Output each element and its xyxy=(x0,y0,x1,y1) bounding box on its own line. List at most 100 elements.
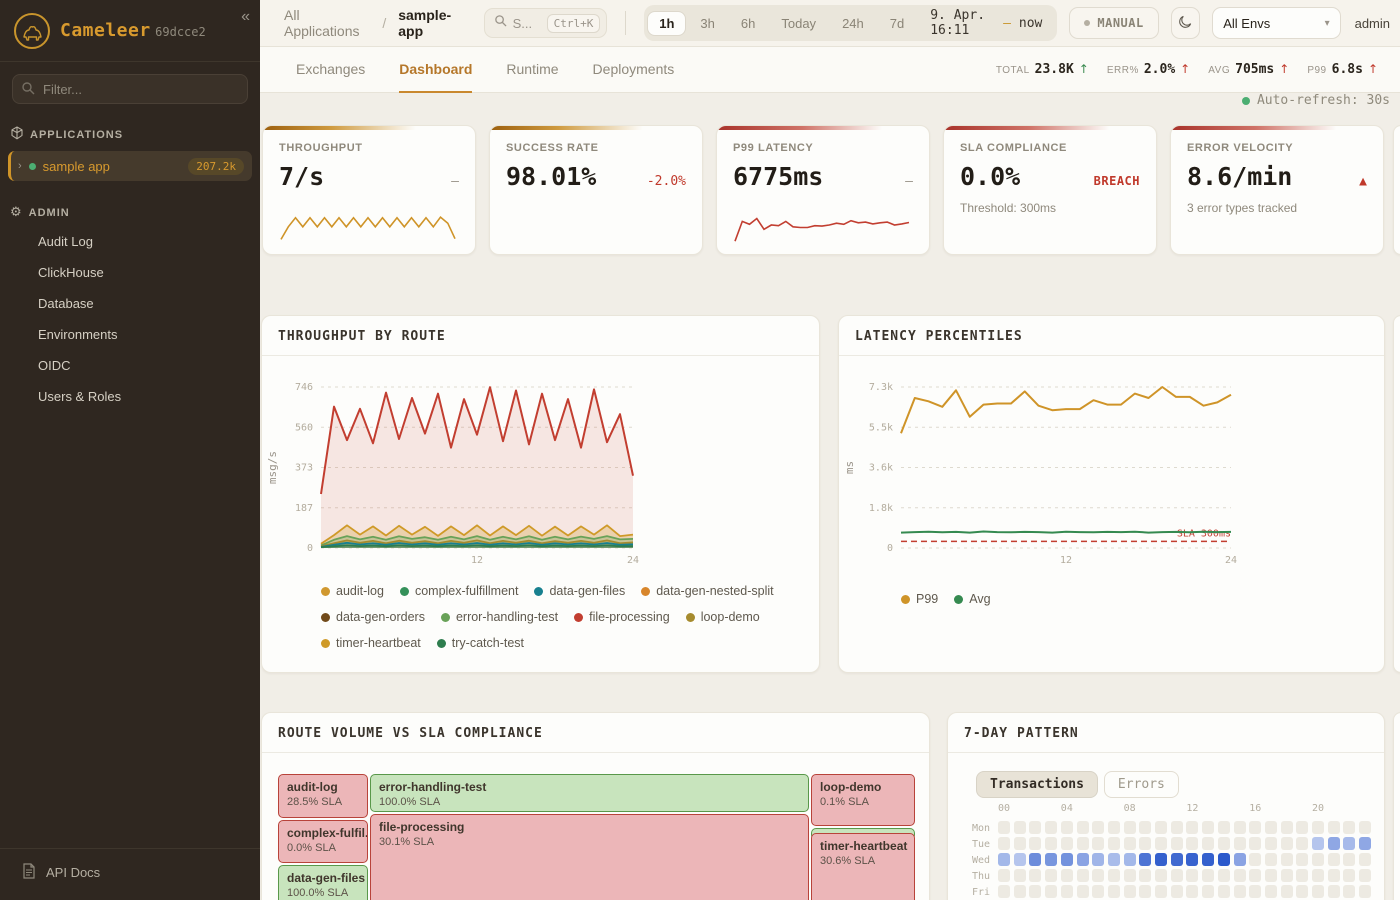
manual-refresh-button[interactable]: MANUAL xyxy=(1069,7,1159,39)
kpi-value: 8.6/min xyxy=(1187,162,1293,191)
time-range-7d[interactable]: 7d xyxy=(878,11,916,36)
sidebar-item-sample-app[interactable]: › sample app 207.2k xyxy=(8,151,252,181)
user-menu[interactable]: admin xyxy=(1354,15,1391,31)
heatmap-cell xyxy=(998,869,1010,882)
tab-dashboard[interactable]: Dashboard xyxy=(399,47,473,93)
kpi-title: SLA COMPLIANCE xyxy=(960,142,1067,154)
legend-item-p99[interactable]: P99 xyxy=(901,592,938,606)
legend-item-file-processing[interactable]: file-processing xyxy=(574,610,670,624)
treemap-cell-loop-demo[interactable]: loop-demo 0.1% SLA xyxy=(811,774,915,826)
legend-item-timer-heartbeat[interactable]: timer-heartbeat xyxy=(321,636,421,650)
stat-errpct: ERR% 2.0% ↑ xyxy=(1107,62,1190,77)
heatmap-hour-label: 20 xyxy=(1312,803,1325,814)
legend-item-data-gen-nested-split[interactable]: data-gen-nested-split xyxy=(641,584,774,598)
heatmap-day-label: Thu xyxy=(971,871,990,882)
legend-dot-icon xyxy=(440,612,450,622)
time-range-24h[interactable]: 24h xyxy=(830,11,876,36)
kpi-title: P99 LATENCY xyxy=(733,142,814,154)
tab-exchanges[interactable]: Exchanges xyxy=(296,60,366,77)
legend-label: error-handling-test xyxy=(455,610,559,624)
heatmap-day-label: Tue xyxy=(971,839,990,850)
legend-item-data-gen-orders[interactable]: data-gen-orders xyxy=(321,610,425,624)
legend-item-loop-demo[interactable]: loop-demo xyxy=(685,610,760,624)
date-range-display[interactable]: 9. Apr. 16:11 – now xyxy=(918,8,1054,38)
app-count-badge: 207.2k xyxy=(188,157,244,175)
heatmap-cell xyxy=(998,885,1010,898)
stat-label: TOTAL xyxy=(995,65,1030,76)
treemap-cell-sla: 100.0% SLA xyxy=(379,796,441,808)
heatmap-cell xyxy=(1202,869,1215,882)
heatmap-cell xyxy=(1264,869,1277,882)
stat-label: AVG xyxy=(1208,65,1231,76)
heatmap-toggle-errors[interactable]: Errors xyxy=(1103,771,1179,798)
time-range-3h[interactable]: 3h xyxy=(688,11,726,36)
tab-runtime[interactable]: Runtime xyxy=(506,60,559,77)
app-name: sample app xyxy=(42,158,110,174)
sidebar-item-api-docs[interactable]: API Docs xyxy=(0,848,260,900)
env-select[interactable]: All Envs ▾ xyxy=(1212,7,1341,39)
tab-deployments[interactable]: Deployments xyxy=(592,60,675,77)
kpi-trend: – xyxy=(905,174,913,189)
legend-item-audit-log[interactable]: audit-log xyxy=(321,584,384,598)
panel-overflow-sliver xyxy=(1393,712,1400,900)
treemap-cell-file-processing[interactable]: file-processing 30.1% SLA xyxy=(370,814,809,900)
time-range-6h[interactable]: 6h xyxy=(729,11,767,36)
heatmap-cell xyxy=(1139,853,1152,866)
search-input[interactable] xyxy=(512,15,541,31)
heatmap-cell xyxy=(1076,837,1089,850)
treemap-cell-error-handling-test[interactable]: error-handling-test 100.0% SLA xyxy=(370,774,809,812)
sidebar-collapse-button[interactable]: « xyxy=(241,8,250,25)
sidebar-item-clickhouse[interactable]: ClickHouse xyxy=(38,265,104,280)
legend-item-data-gen-files[interactable]: data-gen-files xyxy=(534,584,625,598)
heatmap-cell xyxy=(1029,885,1042,898)
heatmap-cell xyxy=(1327,869,1340,882)
svg-text:746: 746 xyxy=(295,382,313,393)
legend-dot-icon xyxy=(954,594,964,604)
svg-text:msg/s: msg/s xyxy=(266,451,279,484)
heatmap-cell xyxy=(1217,869,1230,882)
sidebar-filter xyxy=(12,74,248,104)
treemap-cell-complex-fulfil-[interactable]: complex-fulfil... 0.0% SLA xyxy=(278,820,368,863)
time-range-today[interactable]: Today xyxy=(769,11,828,36)
legend-item-error-handling-test[interactable]: error-handling-test xyxy=(440,610,559,624)
legend-dot-icon xyxy=(399,586,409,596)
treemap-cell-name: data-gen-files xyxy=(287,871,366,885)
legend-item-avg[interactable]: Avg xyxy=(954,592,991,606)
heatmap-cell xyxy=(1249,821,1262,834)
sidebar-item-oidc[interactable]: OIDC xyxy=(38,358,71,373)
treemap-cell-data-gen-files[interactable]: data-gen-files 100.0% SLA xyxy=(278,865,368,900)
breadcrumb-root[interactable]: All Applications xyxy=(284,7,360,39)
latency-legend: P99 Avg xyxy=(901,592,1364,606)
global-search[interactable]: Ctrl+K xyxy=(483,8,608,38)
date-to: now xyxy=(1018,15,1043,31)
heatmap-cell xyxy=(1170,853,1183,866)
treemap-cell-timer-heartbeat[interactable]: timer-heartbeat 30.6% SLA xyxy=(811,833,915,900)
treemap-cell-audit-log[interactable]: audit-log 28.5% SLA xyxy=(278,774,368,818)
stat-total: TOTAL 23.8K ↑ xyxy=(996,62,1089,77)
time-range-1h[interactable]: 1h xyxy=(647,10,687,36)
heatmap-cell xyxy=(1327,837,1340,850)
heatmap-cell xyxy=(1092,837,1105,850)
sidebar-item-users-roles[interactable]: Users & Roles xyxy=(38,389,122,404)
moon-icon xyxy=(1177,14,1193,33)
svg-text:373: 373 xyxy=(295,463,313,474)
date-separator: – xyxy=(1003,15,1011,31)
breadcrumb-current: sample-app xyxy=(398,7,452,39)
chevron-right-icon[interactable]: › xyxy=(18,160,22,172)
heatmap-toggle-transactions[interactable]: Transactions xyxy=(976,771,1098,798)
legend-item-complex-fulfillment[interactable]: complex-fulfillment xyxy=(399,584,518,598)
heatmap-cell xyxy=(1312,853,1324,866)
sidebar-item-environments[interactable]: Environments xyxy=(38,327,118,342)
dark-mode-toggle[interactable] xyxy=(1170,7,1201,39)
filter-input[interactable] xyxy=(12,74,248,104)
heatmap-cell xyxy=(1029,837,1042,850)
sidebar-item-audit-log[interactable]: Audit Log xyxy=(38,234,93,249)
heatmap-cell xyxy=(1327,885,1340,898)
panel-title: THROUGHPUT BY ROUTE xyxy=(262,316,819,356)
legend-item-try-catch-test[interactable]: try-catch-test xyxy=(436,636,524,650)
sidebar-item-database[interactable]: Database xyxy=(38,296,94,311)
card-overflow-sliver xyxy=(1393,125,1400,255)
heatmap-cell xyxy=(1013,869,1026,882)
kpi-sparkline xyxy=(280,215,456,240)
route-volume-sla-panel: ROUTE VOLUME VS SLA COMPLIANCE audit-log… xyxy=(261,712,930,900)
